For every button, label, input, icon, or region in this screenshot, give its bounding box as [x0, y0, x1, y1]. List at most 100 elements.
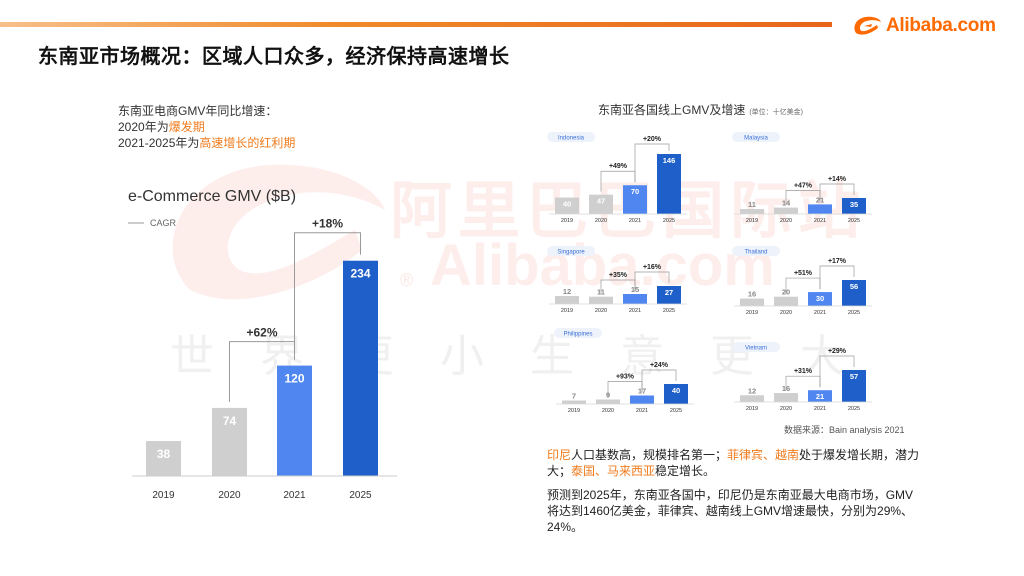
country-bar-indonesia-2025 — [657, 154, 681, 214]
country-tag-indonesia — [547, 132, 595, 142]
main-tick-2019: 2019 — [152, 490, 175, 501]
data-source: 数据来源：Bain analysis 2021 — [784, 425, 905, 435]
country-growth-bracket-malaysia-2 — [819, 183, 855, 202]
country-bar-label-indonesia-2019: 40 — [563, 200, 571, 209]
country-tick-vietnam-2019: 2019 — [746, 406, 758, 412]
alibaba-logo-icon — [854, 16, 881, 35]
main-bar-2021 — [277, 365, 312, 476]
main-growth-label-1: +62% — [246, 326, 277, 340]
note-indonesia: 印尼 — [547, 448, 572, 462]
country-tag-label-malaysia: Malaysia — [744, 136, 768, 142]
country-chart-singapore: Singapore122019112020152021272025+35%+16… — [547, 246, 687, 314]
country-growth-label-malaysia-1: +47% — [794, 182, 813, 189]
country-bar-malaysia-2020 — [774, 207, 798, 214]
intro-line-2-highlight: 爆发期 — [168, 120, 205, 134]
country-bar-thailand-2019 — [740, 298, 764, 306]
note-ph-vn: 菲律宾、越南 — [727, 448, 800, 462]
country-bar-malaysia-2019 — [740, 208, 764, 214]
main-tick-2020: 2020 — [218, 490, 241, 501]
country-tag-singapore — [547, 246, 595, 256]
country-bar-label-vietnam-2025: 57 — [850, 372, 858, 381]
main-chart-legend-label: CAGR — [150, 218, 177, 228]
country-bar-singapore-2021 — [623, 294, 647, 304]
country-growth-bracket-vietnam-2 — [819, 355, 855, 388]
country-tick-thailand-2020: 2020 — [780, 310, 792, 316]
header-accent-rule — [0, 22, 832, 27]
country-tag-label-philippines: Philippines — [563, 332, 592, 338]
country-bar-label-singapore-2019: 12 — [563, 287, 571, 296]
country-bar-malaysia-2025 — [842, 198, 866, 214]
country-tick-malaysia-2020: 2020 — [780, 218, 792, 224]
country-bar-label-vietnam-2019: 12 — [748, 386, 756, 395]
intro-line-2-prefix: 2020年为 — [118, 120, 169, 134]
main-bar-label-2019: 38 — [157, 447, 171, 461]
note-text-2: 处于爆发增长期，潜力大； — [547, 448, 920, 478]
country-growth-bracket-indonesia-2 — [634, 143, 670, 183]
note-text-3: 稳定增长。 — [655, 464, 716, 478]
country-tick-malaysia-2021: 2021 — [814, 218, 826, 224]
country-tick-singapore-2025: 2025 — [663, 308, 675, 314]
country-tick-malaysia-2019: 2019 — [746, 218, 758, 224]
intro-line-1: 东南亚电商GMV年同比增速： — [118, 104, 278, 118]
note-text-1: 人口基数高，规模排名第一； — [571, 448, 728, 462]
country-growth-bracket-vietnam-1 — [785, 375, 821, 391]
country-bar-vietnam-2025 — [842, 370, 866, 402]
country-bar-label-thailand-2019: 16 — [748, 290, 756, 299]
country-bar-label-vietnam-2021: 21 — [816, 392, 824, 401]
country-bar-label-malaysia-2019: 11 — [748, 200, 756, 209]
country-bar-label-indonesia-2025: 146 — [663, 156, 676, 165]
main-chart-title: e-Commerce GMV ($B) — [128, 188, 296, 205]
country-growth-label-philippines-2: +24% — [650, 362, 669, 369]
note-th-my: 泰国、马来西亚 — [571, 464, 656, 478]
page-title: 东南亚市场概况：区域人口众多，经济保持高速增长 — [38, 46, 510, 68]
country-tick-singapore-2021: 2021 — [629, 308, 641, 314]
country-bar-label-singapore-2025: 27 — [665, 288, 673, 297]
country-tick-thailand-2019: 2019 — [746, 310, 758, 316]
country-bar-label-indonesia-2020: 47 — [597, 197, 605, 206]
country-growth-label-thailand-2: +17% — [828, 258, 847, 265]
country-growth-bracket-thailand-2 — [819, 265, 855, 290]
main-growth-label-2: +18% — [312, 217, 343, 231]
country-bar-indonesia-2019 — [555, 197, 579, 214]
main-gmv-chart: e-Commerce GMV ($B) CAGR 38 2019 74 2020 120 20… — [128, 188, 397, 501]
country-tick-malaysia-2025: 2025 — [848, 218, 860, 224]
summary-paragraph-1: 印尼人口基数高，规模排名第一；菲律宾、越南处于爆发增长期，潜力大；泰国、马来西亚… — [547, 447, 922, 479]
country-growth-label-thailand-1: +51% — [794, 270, 813, 277]
country-bar-label-malaysia-2025: 35 — [850, 200, 858, 209]
country-tag-label-indonesia: Indonesia — [558, 136, 585, 142]
country-tick-indonesia-2021: 2021 — [629, 218, 641, 224]
country-bar-philippines-2025 — [664, 384, 688, 404]
country-bar-singapore-2025 — [657, 286, 681, 304]
country-tick-philippines-2021: 2021 — [636, 408, 648, 414]
country-tick-thailand-2021: 2021 — [814, 310, 826, 316]
country-charts-title-text: 东南亚各国线上GMV及增速 — [598, 103, 746, 117]
country-bar-malaysia-2021 — [808, 204, 832, 214]
country-bar-label-malaysia-2020: 14 — [782, 199, 791, 208]
country-bar-indonesia-2021 — [623, 185, 647, 214]
logo-text: Alibaba.com — [886, 15, 996, 36]
country-tick-vietnam-2020: 2020 — [780, 406, 792, 412]
main-bar-2020 — [212, 407, 247, 476]
intro-text: 东南亚电商GMV年同比增速： 2020年为爆发期 2021-2025年为高速增长… — [118, 103, 295, 151]
country-bar-singapore-2020 — [589, 296, 613, 304]
country-tick-singapore-2020: 2020 — [595, 308, 607, 314]
country-tick-indonesia-2019: 2019 — [561, 218, 573, 224]
country-bar-label-philippines-2025: 40 — [672, 386, 680, 395]
country-tag-label-thailand: Thailand — [744, 250, 767, 256]
country-growth-label-philippines-1: +93% — [616, 374, 635, 381]
country-tag-label-vietnam: Vietnam — [745, 346, 767, 352]
country-tick-vietnam-2025: 2025 — [848, 406, 860, 412]
country-growth-label-singapore-2: +16% — [643, 264, 662, 271]
country-tick-philippines-2020: 2020 — [602, 408, 614, 414]
country-bar-label-thailand-2025: 56 — [850, 282, 858, 291]
country-bar-label-thailand-2021: 30 — [816, 294, 824, 303]
country-growth-label-vietnam-1: +31% — [794, 368, 813, 375]
country-tick-singapore-2019: 2019 — [561, 308, 573, 314]
intro-line-3-highlight: 高速增长的红利期 — [199, 136, 296, 150]
intro-line-3: 2021-2025年为高速增长的红利期 — [118, 135, 295, 151]
country-bar-thailand-2020 — [774, 296, 798, 306]
country-growth-label-singapore-1: +35% — [609, 272, 628, 279]
country-tick-indonesia-2025: 2025 — [663, 218, 675, 224]
